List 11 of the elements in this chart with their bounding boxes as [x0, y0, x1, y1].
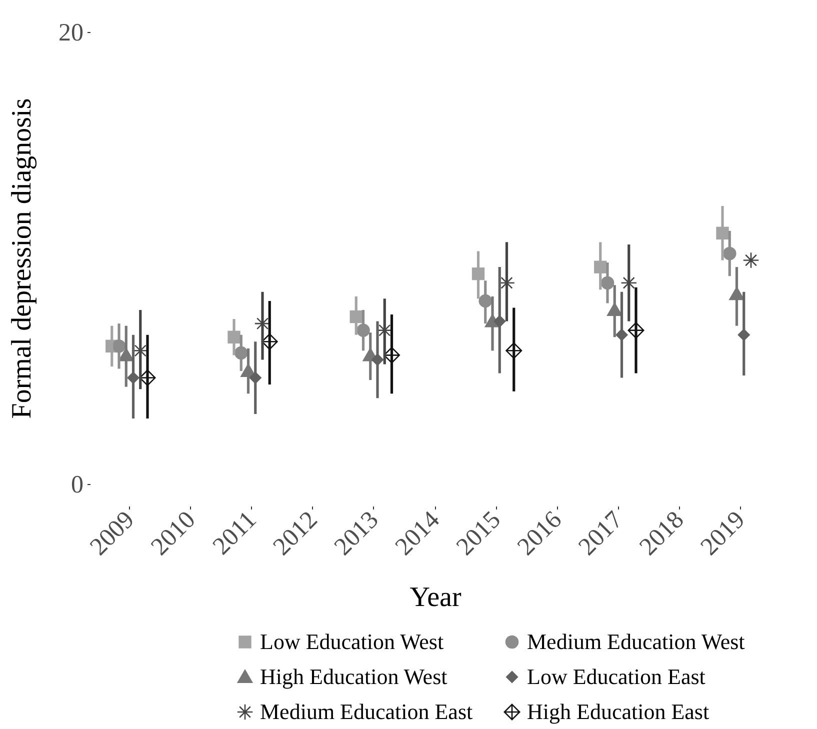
x-tick-label: 2011 [208, 506, 262, 560]
legend-label: High Education West [260, 664, 448, 689]
legend-label: Low Education West [260, 629, 444, 654]
y-axis-title: Formal depression diagnosis [6, 98, 38, 419]
y-tick-label: 0 [71, 472, 84, 498]
legend-label: Medium Education West [527, 629, 745, 654]
x-axis-title: Year [410, 582, 462, 614]
y-tick-label: 20 [58, 20, 84, 46]
legend-label: Medium Education East [260, 699, 473, 724]
legend-label: Low Education East [527, 664, 706, 689]
legend-label: High Education East [527, 699, 710, 724]
